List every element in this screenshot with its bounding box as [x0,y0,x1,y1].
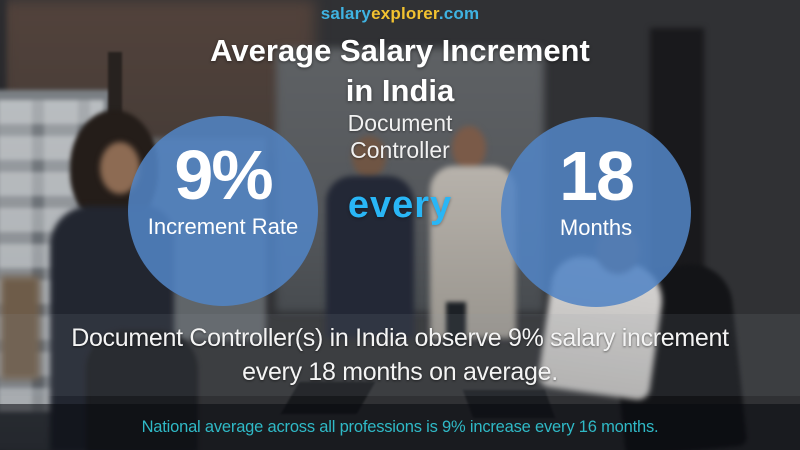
increment-rate-circle: 9% Increment Rate [128,116,318,306]
period-months-label: Months [559,215,633,240]
increment-rate-value: 9% [174,136,273,214]
summary-text: Document Controller(s) in India observe … [0,314,800,396]
job-title-line2: Controller [350,137,450,163]
site-logo: salaryexplorer.com [0,4,800,24]
page-title: Average Salary Increment in India [0,31,800,111]
logo-salary-text: salary [320,4,372,23]
photo-woman-center-head [452,126,486,170]
connector-label: every [347,184,453,226]
job-title: Document Controller [0,110,800,164]
footer-note-text: National average across all professions … [141,417,659,436]
photo-beige-wall [0,276,40,380]
summary-line1: Document Controller(s) in India observe … [71,324,729,352]
photo-man-center-body [326,176,414,338]
summary-line2: every 18 months on average. [242,358,558,386]
logo-domain-text: .com [438,4,480,23]
period-months-value: 18 [559,137,635,215]
photo-man-center-head [352,136,386,178]
period-months-circle: 18 Months [501,117,691,307]
page-title-line1: Average Salary Increment [210,33,590,68]
logo-explorer-text: explorer [371,4,439,23]
job-title-line1: Document [347,110,453,136]
increment-rate-label: Increment Rate [147,214,299,239]
page-title-line2: in India [345,73,455,108]
photo-coffee-cup [446,302,466,344]
footer-bar: National average across all professions … [0,404,800,450]
